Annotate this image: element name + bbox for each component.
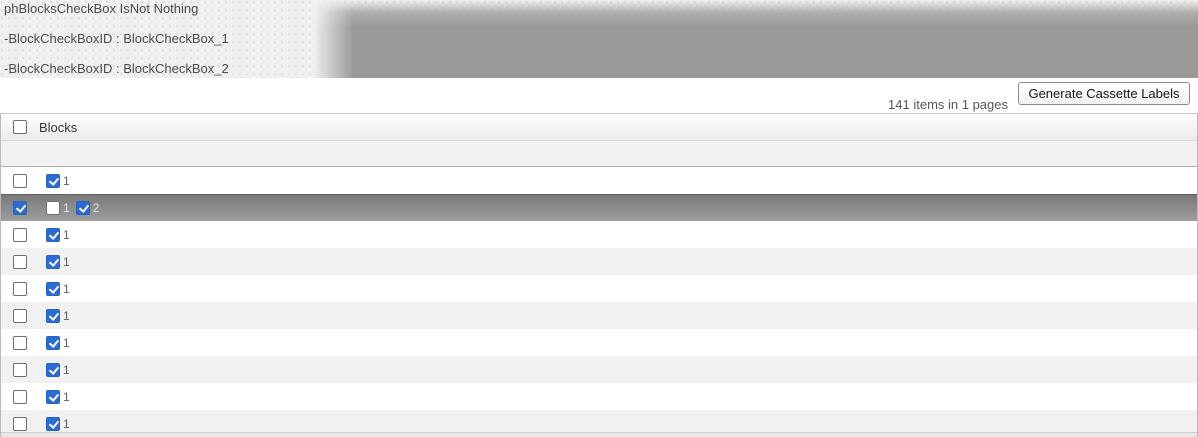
block-item: 1 (46, 227, 70, 242)
grid-header-row: Blocks (1, 114, 1197, 141)
block-checkbox[interactable] (46, 173, 60, 188)
block-checkbox[interactable] (46, 362, 60, 377)
block-label: 1 (63, 416, 70, 431)
block-label: 1 (63, 173, 70, 188)
debug-line: phBlocksCheckBox IsNot Nothing (4, 1, 199, 16)
blocks-cell: 1 (46, 173, 76, 188)
block-item: 1 (46, 389, 70, 404)
block-label: 1 (63, 254, 70, 269)
blocks-cell: 1 (46, 227, 76, 242)
block-item: 1 (46, 362, 70, 377)
table-row[interactable]: 1 2 (1, 194, 1197, 221)
block-label: 1 (63, 281, 70, 296)
debug-output-panel: phBlocksCheckBox IsNot Nothing -BlockChe… (0, 0, 1198, 78)
items-count-label: 141 items in 1 pages (888, 97, 1008, 112)
block-label: 1 (63, 227, 70, 242)
table-row[interactable]: 1 (1, 167, 1197, 194)
block-label: 2 (92, 201, 100, 215)
row-select-checkbox[interactable] (13, 281, 27, 296)
blocks-cell: 1 (46, 416, 76, 431)
table-row[interactable]: 1 (1, 275, 1197, 302)
blocks-cell: 1 (46, 281, 76, 296)
block-checkbox[interactable] (46, 389, 60, 404)
block-label: 1 (63, 335, 70, 350)
row-select-checkbox[interactable] (13, 227, 27, 242)
table-row[interactable]: 1 (1, 221, 1197, 248)
row-select-checkbox[interactable] (13, 416, 27, 431)
blocks-cell: 1 (46, 254, 76, 269)
table-row[interactable]: 1 (1, 383, 1197, 410)
table-row[interactable]: 1 (1, 248, 1197, 275)
row-select-checkbox[interactable] (13, 173, 27, 188)
block-item: 1 (46, 335, 70, 350)
grid-filter-row (1, 141, 1197, 167)
block-checkbox[interactable] (46, 416, 60, 431)
table-row[interactable]: 1 (1, 329, 1197, 356)
row-select-checkbox[interactable] (13, 254, 27, 269)
select-all-checkbox[interactable] (13, 120, 27, 134)
block-label: 1 (63, 201, 70, 215)
row-select-checkbox[interactable] (13, 362, 27, 377)
generate-cassette-labels-button[interactable]: Generate Cassette Labels (1018, 82, 1190, 105)
blocks-cell: 1 (46, 362, 76, 377)
row-select-checkbox[interactable] (13, 201, 27, 215)
bottom-strip (1, 432, 1197, 437)
blocks-cell: 1 (46, 335, 76, 350)
block-checkbox[interactable] (46, 201, 60, 215)
row-select-checkbox[interactable] (13, 308, 27, 323)
block-label: 1 (63, 389, 70, 404)
block-checkbox[interactable] (46, 335, 60, 350)
gray-placeholder-block (313, 0, 1198, 78)
debug-line: -BlockCheckBoxID : BlockCheckBox_1 (4, 31, 229, 46)
block-item: 1 (46, 281, 70, 296)
block-item: 1 (46, 308, 70, 323)
row-select-checkbox[interactable] (13, 335, 27, 350)
blocks-grid: Blocks 1 1 2 1 (0, 113, 1198, 437)
block-item: 1 (46, 254, 70, 269)
block-checkbox[interactable] (46, 308, 60, 323)
debug-line: -BlockCheckBoxID : BlockCheckBox_2 (4, 61, 229, 76)
blocks-cell: 1 2 (46, 201, 105, 215)
block-item: 1 (46, 201, 70, 215)
table-row[interactable]: 1 (1, 356, 1197, 383)
blocks-cell: 1 (46, 389, 76, 404)
table-row[interactable]: 1 (1, 302, 1197, 329)
block-label: 1 (63, 308, 70, 323)
block-item: 2 (75, 201, 100, 215)
block-item: 1 (46, 173, 70, 188)
column-header-blocks: Blocks (39, 119, 78, 135)
block-checkbox[interactable] (46, 254, 60, 269)
block-label: 1 (63, 362, 70, 377)
row-select-checkbox[interactable] (13, 389, 27, 404)
block-checkbox[interactable] (46, 227, 60, 242)
blocks-cell: 1 (46, 308, 76, 323)
block-checkbox[interactable] (46, 281, 60, 296)
block-item: 1 (46, 416, 70, 431)
block-checkbox[interactable] (75, 201, 90, 215)
